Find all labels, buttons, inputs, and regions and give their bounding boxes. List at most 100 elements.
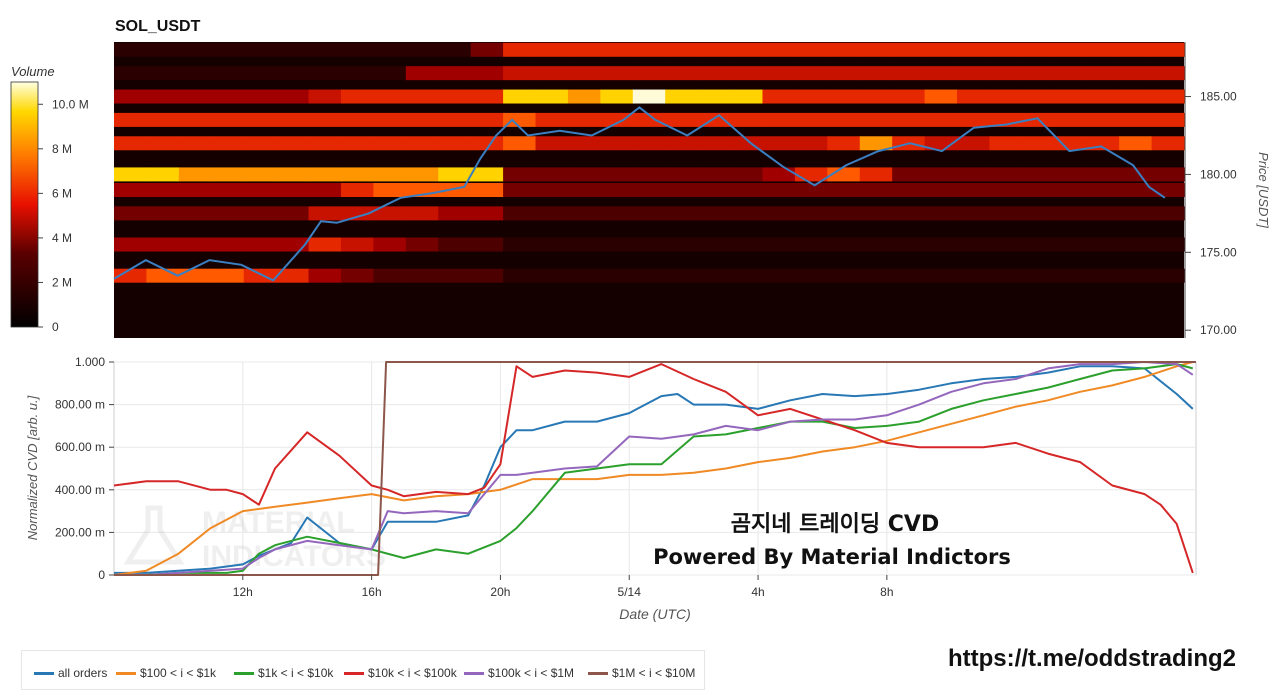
heatmap-cell	[470, 167, 504, 182]
heatmap-cell	[276, 268, 310, 283]
heatmap-cell	[924, 237, 958, 252]
heatmap-cell	[1021, 136, 1055, 151]
heatmap-cell	[1086, 206, 1120, 221]
heatmap-cell	[632, 206, 666, 221]
heatmap-cell	[794, 89, 828, 104]
heatmap-cell	[859, 66, 893, 81]
heatmap-cell	[243, 206, 277, 221]
heatmap-cell	[114, 42, 148, 57]
heatmap-cell	[1086, 89, 1120, 104]
cvd-y-axis-label: Normalized CVD [arb. u.]	[25, 395, 40, 540]
heatmap-cell	[146, 237, 180, 252]
heatmap-cell	[859, 167, 893, 182]
legend-swatch	[588, 671, 608, 675]
heatmap-cell	[762, 268, 796, 283]
heatmap-cell	[989, 136, 1023, 151]
annotation-powered-by: Powered By Material Indictors	[653, 545, 1011, 569]
heatmap-cell	[730, 268, 764, 283]
heatmap-cell	[989, 237, 1023, 252]
heatmap-cell	[665, 42, 699, 57]
heatmap-cell	[924, 42, 958, 57]
heatmap-cell	[340, 268, 374, 283]
price-tick-label: 175.00	[1200, 245, 1237, 259]
heatmap-cell	[1086, 167, 1120, 182]
heatmap-cell	[1119, 268, 1153, 283]
heatmap-cell	[859, 112, 893, 127]
heatmap-cell	[405, 206, 439, 221]
cvd-y-tick-label: 600.00 m	[55, 440, 105, 454]
heatmap-cell	[373, 66, 407, 81]
heatmap-cell	[567, 89, 601, 104]
heatmap-cell	[892, 66, 926, 81]
heatmap-cell	[892, 167, 926, 182]
heatmap-cell	[114, 206, 148, 221]
heatmap-cell	[308, 237, 342, 252]
heatmap-cell	[989, 89, 1023, 104]
price-line	[113, 106, 1166, 282]
legend-label: all orders	[58, 666, 108, 680]
heatmap-cell	[438, 42, 472, 57]
heatmap-cell	[924, 66, 958, 81]
heatmap-cell	[1119, 42, 1153, 57]
heatmap-cell	[827, 183, 861, 197]
heatmap-cell	[503, 66, 537, 81]
cvd-y-tick-label: 200.00 m	[55, 525, 105, 539]
watermark-line-1: MATERIAL	[202, 506, 355, 539]
heatmap-cell	[308, 167, 342, 182]
heatmap-cell	[924, 183, 958, 197]
heatmap-cell	[762, 167, 796, 182]
heatmap-cell	[405, 42, 439, 57]
heatmap-cell	[211, 237, 245, 252]
legend-item[interactable]: all orders	[34, 666, 107, 680]
legend-item[interactable]: $1M < i < $10M	[588, 666, 695, 680]
cvd-series-line	[113, 361, 1194, 576]
heatmap-cell	[859, 136, 893, 151]
heatmap-cell	[1086, 268, 1120, 283]
heatmap-cell	[697, 183, 731, 197]
cvd-y-tick-label: 400.00 m	[55, 483, 105, 497]
heatmap-cell	[567, 206, 601, 221]
heatmap-cell	[827, 237, 861, 252]
heatmap-cell	[114, 268, 148, 283]
legend-item[interactable]: $100k < i < $1M	[464, 666, 574, 680]
heatmap-cell	[665, 268, 699, 283]
flask-icon	[123, 505, 185, 565]
heatmap-cell	[503, 136, 537, 151]
heatmap-cell	[308, 42, 342, 57]
legend-label: $1k < i < $10k	[258, 666, 334, 680]
heatmap-cell	[243, 89, 277, 104]
heatmap-cell	[178, 42, 212, 57]
heatmap-cell	[1086, 66, 1120, 81]
heatmap-cell	[470, 183, 504, 197]
heatmap-cell	[1119, 136, 1153, 151]
heatmap-cell	[892, 183, 926, 197]
heatmap-cell	[1151, 136, 1185, 151]
heatmap-cell	[827, 268, 861, 283]
colorbar-tick-label: 10.0 M	[52, 97, 89, 111]
heatmap-cell	[373, 167, 407, 182]
heatmap-cell	[243, 167, 277, 182]
heatmap-cell	[405, 89, 439, 104]
heatmap-cell	[405, 237, 439, 252]
heatmap-cell	[957, 183, 991, 197]
heatmap-cell	[665, 136, 699, 151]
heatmap-cell	[892, 42, 926, 57]
cvd-x-axis-label: Date (UTC)	[619, 606, 691, 622]
heatmap-cell	[308, 66, 342, 81]
heatmap-cell	[794, 237, 828, 252]
heatmap-cell	[276, 42, 310, 57]
legend-item[interactable]: $100 < i < $1k	[116, 666, 216, 680]
heatmap-cell	[178, 66, 212, 81]
heatmap-cell	[340, 183, 374, 197]
legend-swatch	[234, 671, 254, 675]
telegram-link[interactable]: https://t.me/oddstrading2	[948, 645, 1236, 672]
heatmap-cell	[470, 66, 504, 81]
heatmap-cell	[211, 183, 245, 197]
heatmap-cell	[1021, 66, 1055, 81]
legend-item[interactable]: $1k < i < $10k	[234, 666, 333, 680]
heatmap-cell	[730, 42, 764, 57]
heatmap-cell	[1021, 268, 1055, 283]
legend-item[interactable]: $10k < i < $100k	[344, 666, 457, 680]
colorbar-tick-label: 4 M	[52, 231, 72, 245]
heatmap-cell	[1151, 237, 1185, 252]
